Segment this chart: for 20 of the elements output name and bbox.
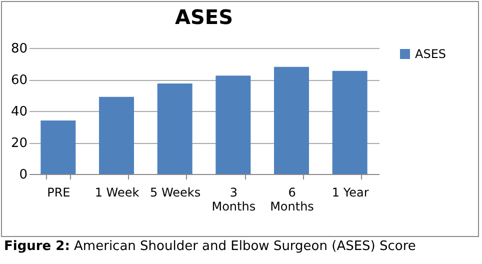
x-tick-label: 3 Months bbox=[212, 186, 256, 214]
y-tick-label: 40 bbox=[10, 104, 28, 120]
chart-title: ASES bbox=[175, 5, 233, 29]
y-tick-label: 60 bbox=[10, 73, 28, 88]
x-tick-label: PRE bbox=[47, 186, 70, 200]
bar bbox=[332, 70, 368, 174]
x-tick-label: 5 Weeks bbox=[150, 186, 201, 200]
bar bbox=[274, 66, 309, 174]
y-tick-label: 0 bbox=[19, 168, 28, 182]
bar bbox=[99, 96, 134, 174]
caption: Figure 2: American Shoulder and Elbow Surgeon (ASES) Score bbox=[4, 239, 416, 254]
y-tick-label: 20 bbox=[10, 136, 28, 151]
bar bbox=[157, 83, 192, 174]
bar bbox=[40, 120, 76, 174]
x-tick-label: 6 Months bbox=[270, 186, 314, 214]
bar bbox=[216, 76, 251, 174]
x-tick-label: 1 Week bbox=[94, 186, 140, 200]
y-tick-label: 80 bbox=[10, 42, 28, 56]
x-tick-label: 1 Year bbox=[332, 186, 369, 200]
legend-label: ASES bbox=[415, 47, 446, 61]
